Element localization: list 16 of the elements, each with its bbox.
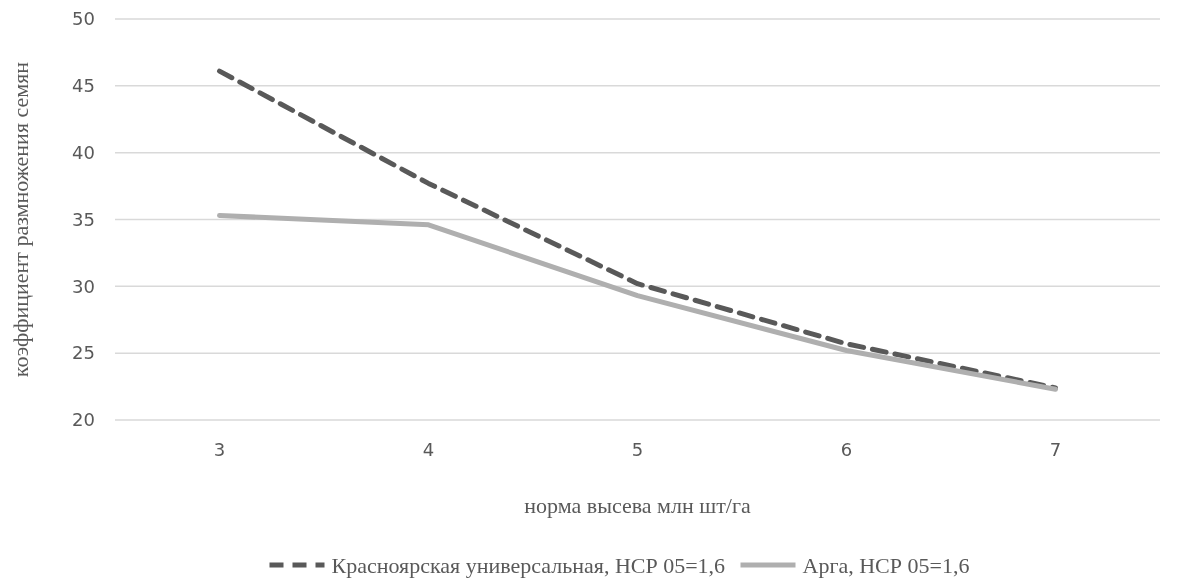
x-tick-label: 7 (1049, 439, 1062, 460)
y-axis-title: коэффициент размножения семян (8, 61, 33, 378)
y-tick-label: 30 (72, 275, 95, 297)
legend-label: Арга, НСР 05=1,6 (802, 552, 970, 578)
y-tick-label: 25 (72, 342, 95, 364)
x-tick-label: 3 (213, 439, 226, 460)
y-tick-label: 40 (72, 141, 95, 163)
y-tick-label: 50 (72, 8, 95, 30)
x-tick-label: 6 (840, 439, 853, 460)
x-tick-label: 4 (422, 439, 435, 460)
y-tick-label: 35 (72, 208, 95, 230)
y-tick-label: 20 (72, 409, 95, 431)
x-tick-label: 5 (631, 439, 644, 460)
legend-label: Красноярская универсальная, НСР 05=1,6 (331, 552, 726, 578)
x-axis-title: норма высева млн шт/га (524, 493, 751, 518)
y-tick-label: 45 (72, 75, 95, 97)
